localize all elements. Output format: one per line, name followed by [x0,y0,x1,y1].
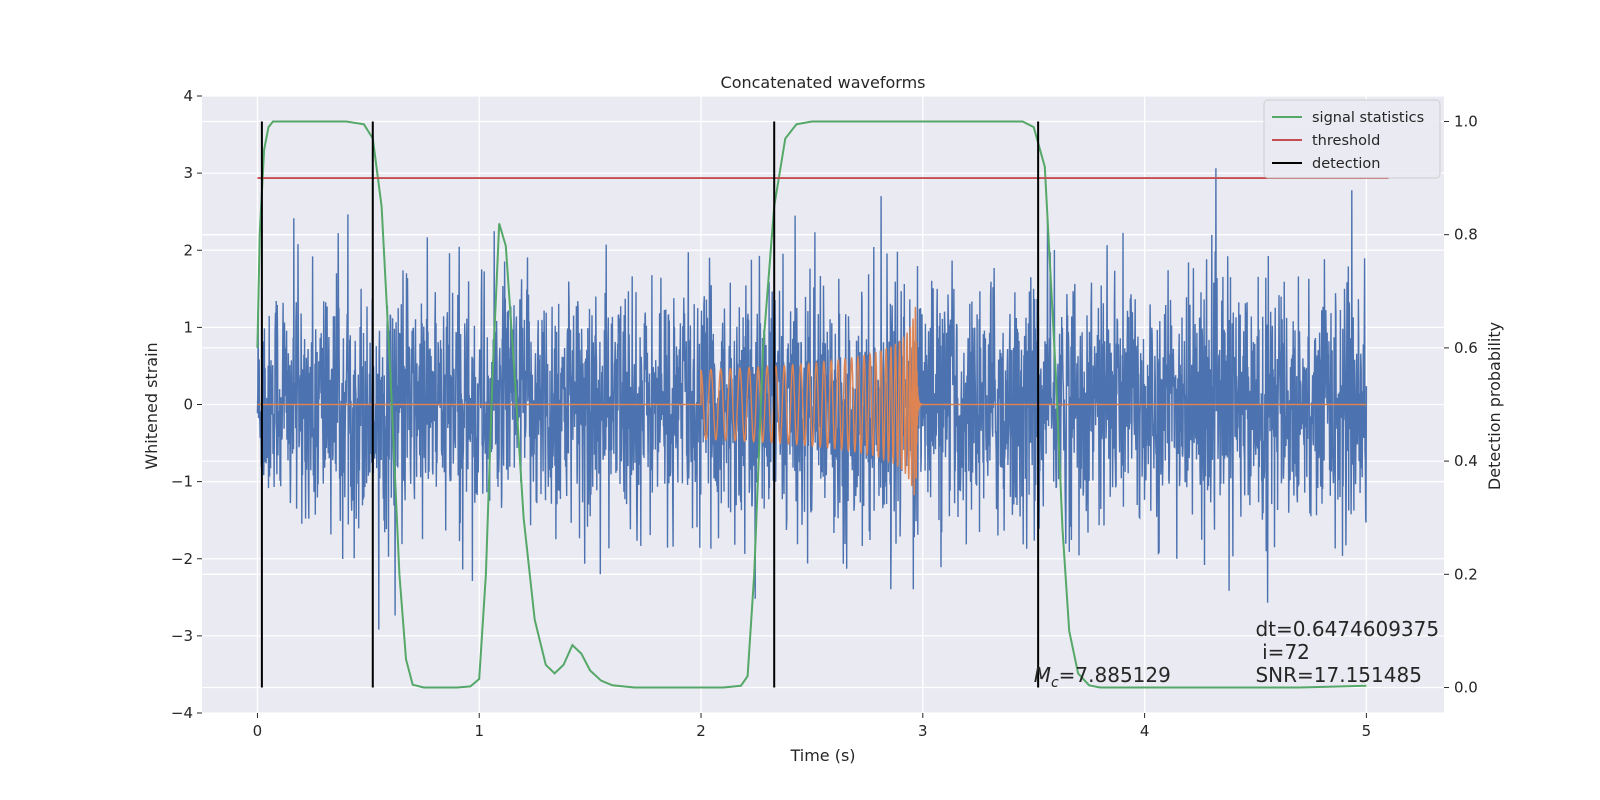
y-tick-label: 1 [183,318,193,336]
x-tick-label: 2 [696,722,706,740]
legend-entry-signal-statistics: signal statistics [1312,110,1424,126]
legend: signal statistics threshold detection [1263,99,1441,179]
y-axis-left: −4 −3 −2 −1 0 1 2 3 4 [171,87,202,722]
legend-entry-detection: detection [1312,156,1380,172]
y-tick-label: 2 [183,241,193,259]
annotation: i=72 [1262,640,1310,664]
legend-entry-threshold: threshold [1312,133,1380,149]
annotation: SNR=17.151485 [1255,663,1421,687]
x-tick-label: 1 [474,722,484,740]
y-axis-right-label: Detection probability [1485,322,1504,490]
x-tick-label: 3 [918,722,928,740]
y-tick-label: −2 [171,550,193,568]
x-tick-label: 5 [1362,722,1372,740]
y-axis-label: Whitened strain [142,342,161,469]
y2-tick-label: 0.4 [1454,452,1478,470]
series-layer [256,120,1389,689]
y-tick-label: 4 [183,87,193,105]
legend-box [1263,99,1441,179]
y2-tick-label: 0.0 [1454,679,1478,697]
x-axis-label: Time (s) [789,746,855,765]
x-axis: 0 1 2 3 4 5 [253,713,1371,740]
y2-tick-label: 0.8 [1454,226,1478,244]
y2-tick-label: 0.2 [1454,565,1478,583]
signal-statistics-line [256,120,1367,689]
annotation: dt=0.6474609375 [1255,617,1439,641]
y2-tick-label: 1.0 [1454,112,1478,130]
x-tick-label: 0 [253,722,263,740]
y-tick-label: −1 [171,473,193,491]
noise-series-line [256,168,1368,630]
annotation-chirp-mass: Mc=7.885129 [1034,663,1171,691]
y-tick-label: −4 [171,704,193,722]
injected-signal-line [257,306,1367,496]
chart-title: Concatenated waveforms [721,73,926,92]
y2-tick-label: 0.6 [1454,339,1478,357]
x-tick-label: 4 [1140,722,1150,740]
y-axis-right: 0.0 0.2 0.4 0.6 0.8 1.0 [1444,112,1478,697]
y-tick-label: 3 [183,164,193,182]
y-tick-label: 0 [183,396,193,414]
y-tick-label: −3 [171,627,193,645]
